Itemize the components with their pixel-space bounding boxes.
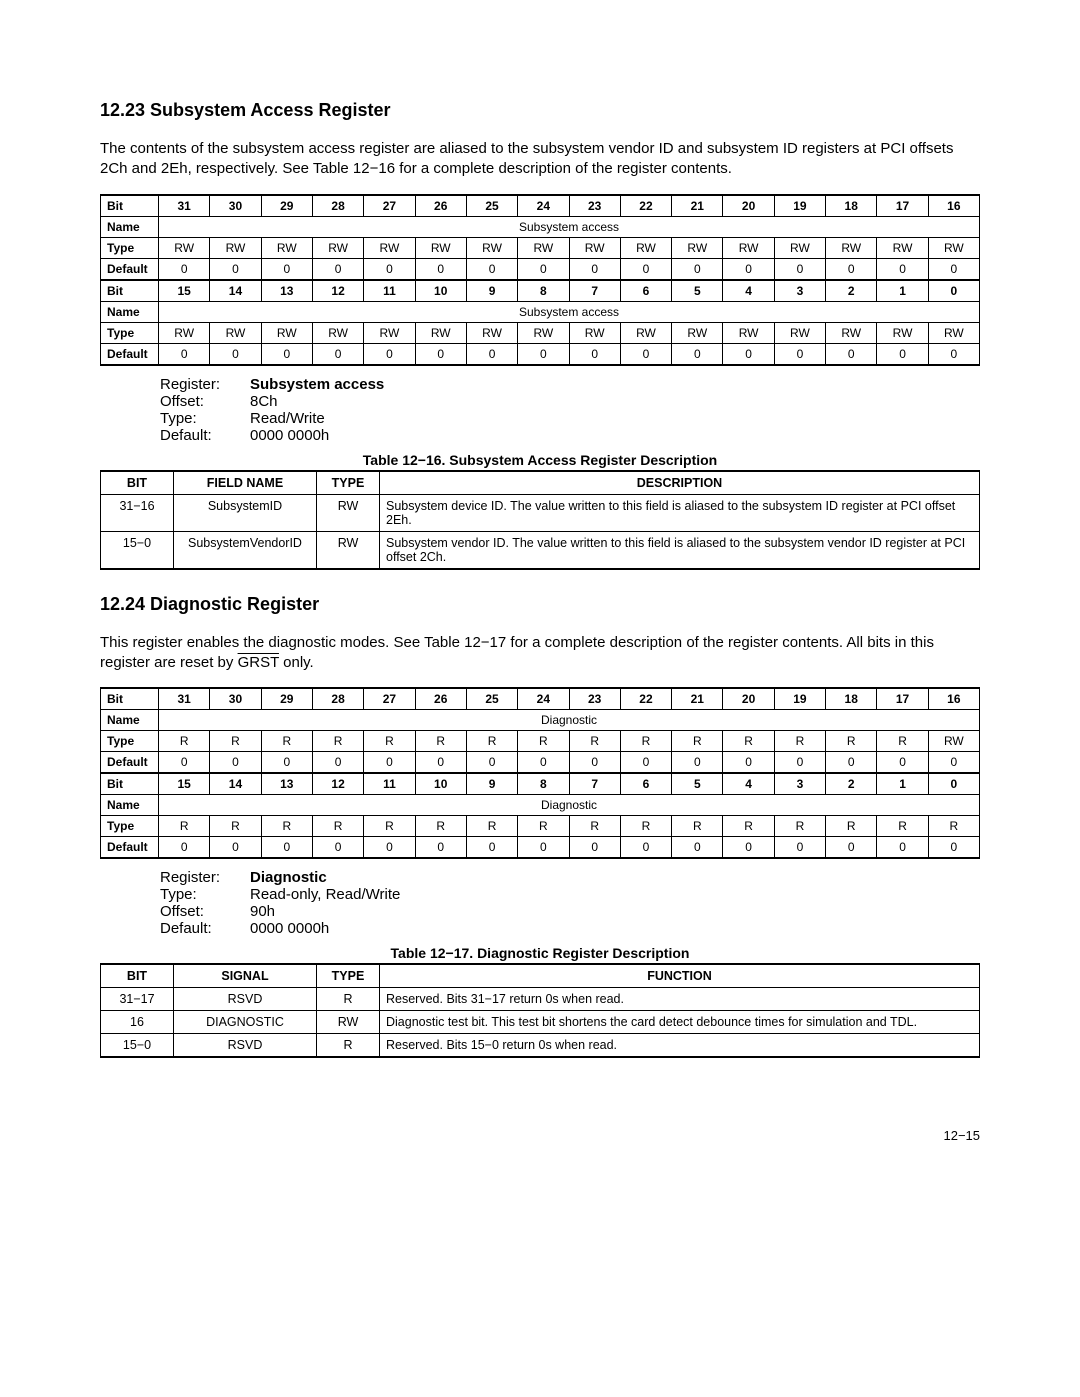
page-number: 12−15: [100, 1128, 980, 1143]
section-paragraph: The contents of the subsystem access reg…: [100, 139, 980, 180]
bitmap-table-diagnostic: Bit31302928272625242322212019181716NameD…: [100, 687, 980, 859]
register-summary: Register:Subsystem accessOffset:8ChType:…: [160, 376, 980, 444]
table-caption: Table 12−16. Subsystem Access Register D…: [100, 452, 980, 468]
description-table-diagnostic: BITSIGNALTYPEFUNCTION31−17RSVDRReserved.…: [100, 963, 980, 1058]
register-summary: Register:DiagnosticType:Read-only, Read/…: [160, 869, 980, 937]
description-table-subsystem: BITFIELD NAMETYPEDESCRIPTION31−16Subsyst…: [100, 470, 980, 570]
section-heading: 12.23 Subsystem Access Register: [100, 100, 980, 121]
section-heading: 12.24 Diagnostic Register: [100, 594, 980, 615]
section-paragraph: This register enables the diagnostic mod…: [100, 633, 980, 674]
table-caption: Table 12−17. Diagnostic Register Descrip…: [100, 945, 980, 961]
bitmap-table-subsystem: Bit31302928272625242322212019181716NameS…: [100, 194, 980, 366]
